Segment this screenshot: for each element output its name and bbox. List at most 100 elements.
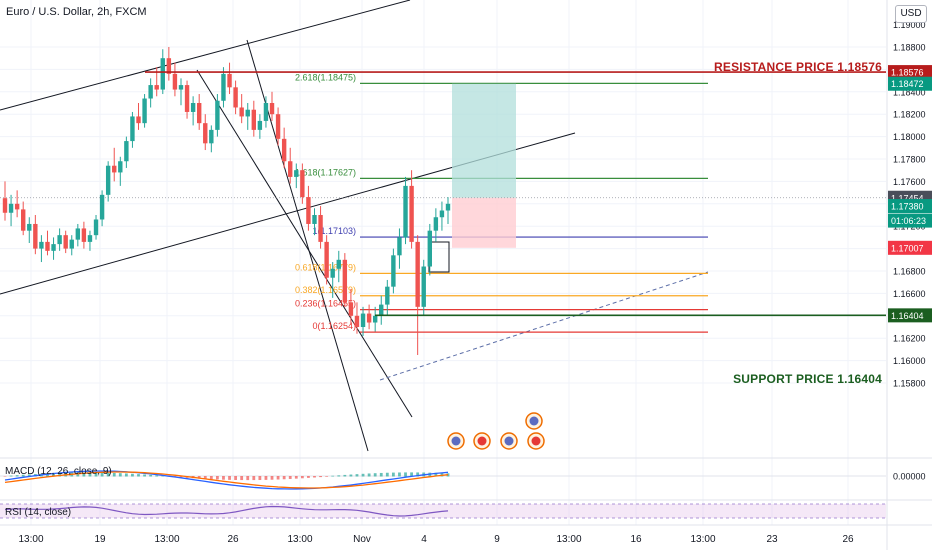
candle-body (348, 302, 354, 316)
price-label-text: 1.17454 (891, 193, 924, 203)
candle-body (275, 114, 281, 139)
macd-histogram-bar (52, 473, 55, 477)
macd-histogram-bar (155, 475, 159, 477)
candle-body (124, 141, 129, 162)
y-tick-label: 1.15800 (893, 379, 926, 389)
macd-histogram-bar (294, 476, 298, 479)
candle-body (354, 315, 360, 327)
price-axis[interactable]: 1.188001.186001.184001.182001.180001.178… (888, 20, 932, 482)
candle-body (336, 259, 341, 269)
candle-body (87, 235, 93, 242)
macd-histogram-bar (264, 476, 268, 480)
x-tick-label: 19 (94, 534, 106, 545)
candle-body (385, 286, 390, 305)
price-label-text: 01:06:23 (891, 216, 926, 226)
candle-body (330, 268, 335, 278)
candle-body (366, 313, 372, 323)
macd-histogram-bar (15, 475, 19, 477)
y-tick-label: 1.16200 (893, 334, 926, 344)
fib-level-label: 2.618(1.18475) (295, 72, 356, 82)
time-axis[interactable]: 13:00 19 13:00 26 13:00 Nov 4 9 13:00 16 13:00 23 26 (18, 534, 854, 545)
macd-histogram-bar (246, 476, 250, 481)
horizontal-levels[interactable] (145, 71, 886, 317)
macd-histogram-bar (143, 474, 146, 477)
candle-body (233, 87, 238, 108)
macd-histogram-bar (331, 475, 335, 477)
macd-histogram-bar (215, 476, 219, 480)
y-tick-label: 1.16600 (893, 289, 926, 299)
y-tick-label: 1.18400 (893, 87, 926, 97)
candle-body (160, 58, 165, 90)
macd-label: MACD (12, 26, close, 9) (5, 466, 112, 477)
candle-body (81, 228, 87, 242)
candle-body (99, 194, 105, 220)
candle-body (172, 73, 178, 90)
macd-histogram-bar (361, 473, 365, 477)
event-flag-icon (451, 436, 461, 446)
economic-events[interactable] (447, 412, 545, 450)
candle-body (51, 244, 56, 251)
macd-histogram-bar (367, 473, 371, 477)
macd-histogram-bar (398, 472, 401, 477)
candle-body (294, 170, 299, 177)
x-tick-label: 13:00 (690, 534, 715, 545)
candle-body (118, 161, 123, 173)
candle-body (184, 85, 190, 112)
price-label-text: 1.17007 (891, 243, 924, 253)
macd-histogram-bar (325, 476, 329, 477)
candle-body (251, 109, 257, 130)
macd-histogram-bar (76, 472, 80, 477)
candle-body (148, 85, 153, 99)
candle-body (136, 116, 141, 124)
candle-body (372, 315, 378, 323)
stop-zone (452, 197, 516, 248)
candle-body (409, 185, 414, 242)
x-tick-label: 9 (494, 534, 500, 545)
y-tick-label: 1.19000 (893, 20, 926, 30)
candle-body (178, 85, 184, 90)
resistance-label: RESISTANCE PRICE 1.18576 (714, 60, 882, 74)
macd-histogram-bar (379, 472, 383, 477)
candle-body (105, 165, 111, 195)
candle-body (27, 223, 32, 231)
long-position-tool[interactable] (0, 83, 886, 273)
candle-body (288, 161, 293, 177)
macd-histogram-bar (252, 476, 256, 481)
macd-histogram-bar (27, 474, 31, 477)
candle-body (360, 313, 366, 327)
x-tick-label: 23 (766, 534, 778, 545)
price-label-text: 1.18472 (891, 79, 924, 89)
y-tick-label: 1.16800 (893, 267, 926, 277)
macd-histogram-bar (222, 476, 225, 480)
trend-line (0, 0, 411, 111)
macd-zero-tick: 0.00000 (893, 472, 926, 482)
fib-level-label: 0(1.16254) (312, 321, 356, 331)
candle-body (397, 237, 402, 256)
macd-histogram-bar (228, 476, 231, 480)
y-tick-label: 1.18200 (893, 110, 926, 120)
price-label-box (888, 213, 932, 228)
macd-histogram-bar (288, 476, 292, 479)
candle-body (8, 203, 14, 213)
macd-histogram-bar (203, 476, 207, 479)
currency-button[interactable]: USD (895, 5, 927, 23)
candle-body (33, 223, 38, 249)
candle-body (190, 103, 196, 112)
candle-body (445, 203, 451, 211)
candle-body (324, 241, 329, 278)
support-label: SUPPORT PRICE 1.16404 (733, 372, 882, 386)
candle-body (166, 58, 172, 74)
candle-body (63, 235, 68, 249)
candle-body (209, 129, 214, 144)
candle-body (281, 138, 287, 162)
candle-body (300, 170, 305, 198)
macd-histogram-bar (343, 474, 347, 477)
candle-body (203, 123, 208, 144)
price-label-box (888, 76, 932, 91)
x-tick-label: 13:00 (556, 534, 581, 545)
candle-body (215, 100, 220, 130)
x-tick-label: 26 (842, 534, 854, 545)
macd-histogram-bar (337, 475, 341, 477)
rsi-label: RSI (14, close) (5, 507, 72, 518)
